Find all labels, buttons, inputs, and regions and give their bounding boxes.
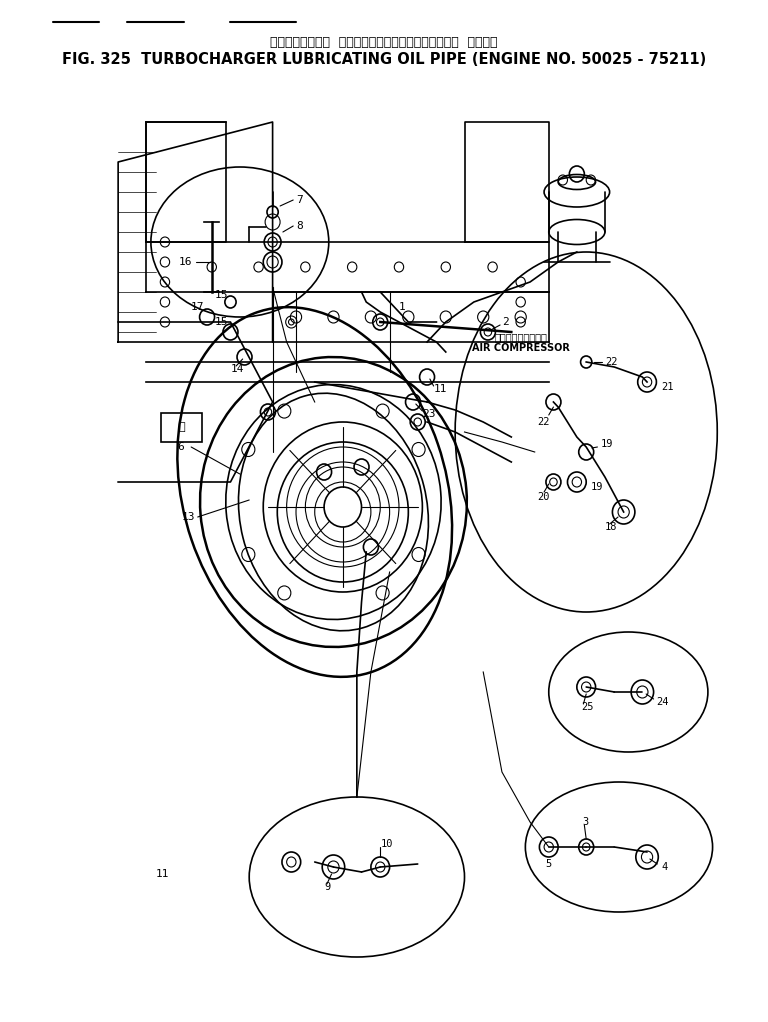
Text: 23: 23 (422, 409, 436, 419)
Text: 24: 24 (657, 697, 669, 707)
Text: 19: 19 (591, 482, 604, 492)
Text: 10: 10 (380, 839, 392, 849)
Text: 5: 5 (545, 860, 551, 869)
Text: 11: 11 (434, 384, 447, 394)
Text: 14: 14 (230, 364, 244, 374)
Text: 9: 9 (324, 882, 330, 892)
Text: 19: 19 (601, 439, 613, 449)
Text: 16: 16 (179, 257, 193, 267)
Text: エアーコンプレッサ: エアーコンプレッサ (495, 332, 547, 342)
Text: 1: 1 (399, 301, 406, 312)
Text: AIR COMPRESSOR: AIR COMPRESSOR (472, 343, 570, 353)
Text: 21: 21 (661, 382, 674, 392)
Text: 7: 7 (296, 195, 303, 205)
Text: ターボチャージャ  ルービリケーティングオイルパイプ  適用号機: ターボチャージャ ルービリケーティングオイルパイプ 適用号機 (270, 36, 498, 48)
Text: 2: 2 (502, 317, 508, 327)
Text: 15: 15 (214, 317, 228, 327)
Text: 前: 前 (178, 422, 185, 432)
Text: 20: 20 (538, 492, 550, 502)
Text: 17: 17 (191, 301, 204, 312)
Text: 25: 25 (581, 702, 594, 712)
Text: 4: 4 (661, 862, 667, 872)
Text: 3: 3 (582, 817, 589, 827)
Text: 18: 18 (605, 522, 617, 532)
Text: 15: 15 (214, 290, 228, 300)
Text: 22: 22 (605, 357, 617, 367)
FancyBboxPatch shape (161, 413, 203, 442)
Text: FIG. 325  TURBOCHARGER LUBRICATING OIL PIPE (ENGINE NO. 50025 - 75211): FIG. 325 TURBOCHARGER LUBRICATING OIL PI… (62, 51, 706, 66)
Text: 13: 13 (182, 512, 195, 522)
Text: 8: 8 (296, 221, 303, 231)
Text: 6: 6 (177, 442, 184, 452)
Text: 11: 11 (156, 869, 169, 879)
Text: 22: 22 (538, 417, 550, 427)
Polygon shape (146, 242, 549, 292)
